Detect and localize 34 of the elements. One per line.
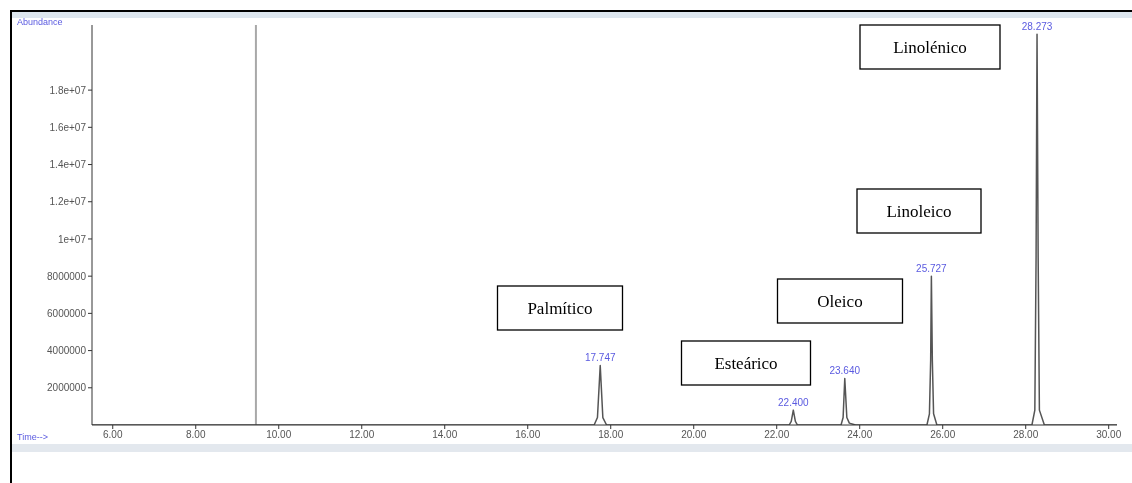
annotation: 28.273 — [1021, 21, 1053, 33]
annotation: Linolénico — [893, 38, 967, 57]
x-tick-label: 26.00 — [930, 429, 956, 441]
annotation: Palmítico — [527, 299, 593, 318]
x-tick-label: 20.00 — [681, 429, 707, 441]
x-tick-label: 14.00 — [432, 429, 458, 441]
x-tick-label: 8.00 — [186, 429, 206, 441]
x-tick-label: 24.00 — [847, 429, 873, 441]
y-tick-label: 6000000 — [47, 307, 87, 319]
annotation: Esteárico — [714, 354, 778, 373]
x-axis-title: Time--> — [17, 432, 48, 442]
annotation: 17.747 — [584, 352, 616, 364]
x-tick-label: 12.00 — [349, 429, 375, 441]
annotation: Linoleico — [886, 202, 952, 221]
y-tick-label: 8000000 — [47, 270, 87, 282]
x-tick-label: 18.00 — [598, 429, 624, 441]
x-tick-label: 16.00 — [515, 429, 541, 441]
annotation: 22.400 — [778, 397, 810, 409]
x-tick-label: 10.00 — [266, 429, 292, 441]
y-tick-label: 4000000 — [47, 345, 87, 357]
y-tick-label: 2000000 — [47, 382, 87, 394]
annotation: 25.727 — [916, 263, 948, 275]
y-tick-label: 1.8e+07 — [49, 84, 87, 96]
x-tick-label: 30.00 — [1096, 429, 1122, 441]
y-tick-label: 1.2e+07 — [49, 196, 87, 208]
y-tick-label: 1.4e+07 — [49, 159, 87, 171]
x-tick-label: 28.00 — [1013, 429, 1039, 441]
y-tick-label: 1e+07 — [57, 233, 87, 245]
annotation: 23.640 — [829, 365, 861, 377]
annotation: Oleico — [817, 292, 863, 311]
y-tick-label: 1.6e+07 — [49, 121, 87, 133]
y-axis-title: Abundance — [17, 17, 63, 27]
x-tick-label: 6.00 — [103, 429, 123, 441]
x-tick-label: 22.00 — [764, 429, 790, 441]
